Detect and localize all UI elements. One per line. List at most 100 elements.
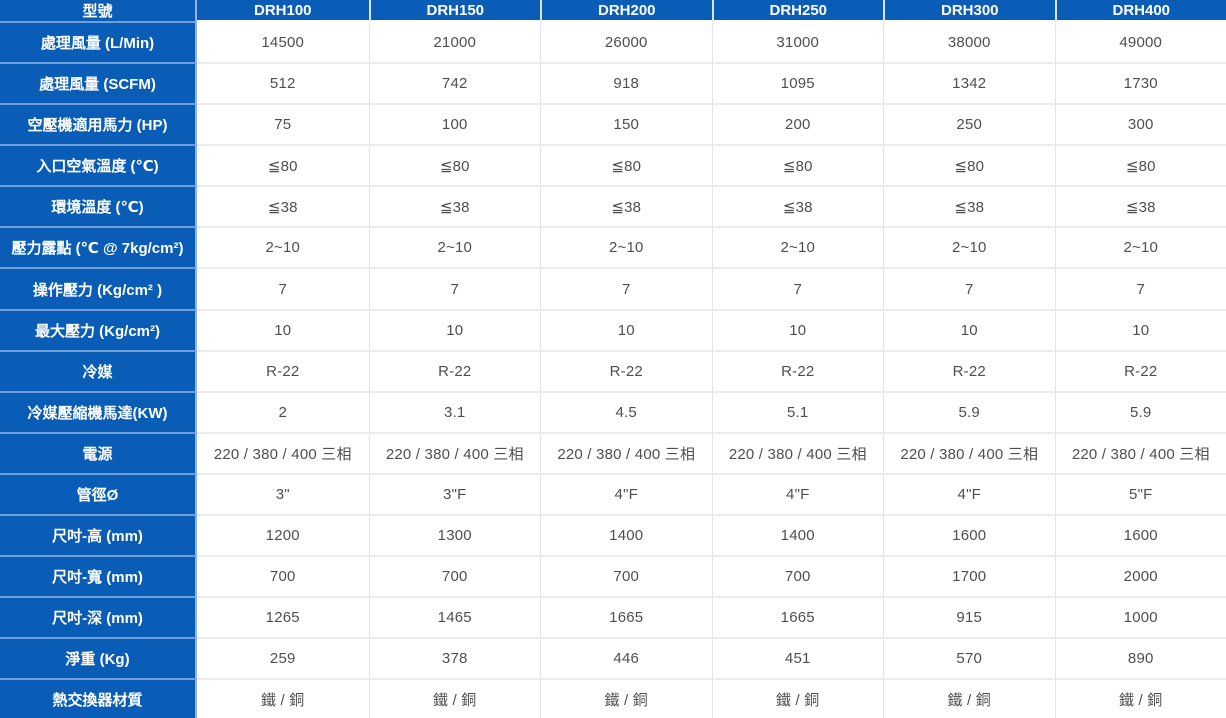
table-row: 處理風量 (SCFM) 512 742 918 1095 1342 1730 [0,64,1226,106]
header-row: 型號 DRH100 DRH150 DRH200 DRH250 DRH300 DRH400 [0,0,1226,23]
value-cell: 915 [883,598,1055,640]
table-row: 最大壓力 (Kg/cm²) 10 10 10 10 10 10 [0,310,1226,352]
row-label: 處理風量 (SCFM) [0,64,197,106]
value-cell: ≦38 [883,187,1055,229]
value-cell: 2~10 [1054,228,1226,270]
value-cell: 26000 [540,23,712,65]
value-cell: 1665 [540,598,712,640]
value-cell: 14500 [197,23,369,65]
value-cell: 451 [711,639,883,681]
row-label: 尺吋-寬 (mm) [0,557,197,599]
value-cell: 10 [197,310,369,352]
value-cell: 742 [368,64,540,106]
value-cell: 10 [368,310,540,352]
value-cell: 1265 [197,598,369,640]
value-cell: 700 [197,557,369,599]
value-cell: 10 [883,310,1055,352]
table-body: 處理風量 (L/Min) 14500 21000 26000 31000 38000 490… [0,23,1226,718]
value-cell: 2~10 [540,228,712,270]
value-cell: 700 [368,557,540,599]
value-cell: 2~10 [711,228,883,270]
value-cell: 150 [540,105,712,147]
value-cell: 220 / 380 / 400 三相 [368,433,540,475]
value-cell: 1342 [883,64,1055,106]
table-row: 電源 220 / 380 / 400 三相 220 / 380 / 400 三相 22… [0,433,1226,475]
row-label: 冷媒壓縮機馬達(KW) [0,392,197,434]
value-cell: 1730 [1054,64,1226,106]
model-header-drh200: DRH200 [540,0,712,23]
value-cell: R-22 [1054,351,1226,393]
row-label: 管徑Ø [0,474,197,516]
value-cell: ≦38 [197,187,369,229]
value-cell: R-22 [197,351,369,393]
value-cell: 2~10 [883,228,1055,270]
value-cell: 220 / 380 / 400 三相 [197,433,369,475]
model-header-drh100: DRH100 [197,0,369,23]
row-label: 操作壓力 (Kg/cm² ) [0,269,197,311]
value-cell: ≦80 [883,146,1055,188]
row-label: 入口空氣溫度 (℃) [0,146,197,188]
value-cell: 1095 [711,64,883,106]
value-cell: 570 [883,639,1055,681]
value-cell: 100 [368,105,540,147]
value-cell: ≦80 [1054,146,1226,188]
table-row: 管徑Ø 3" 3"F 4"F 4"F 4"F 5"F [0,474,1226,516]
row-label: 冷媒 [0,351,197,393]
value-cell: 鐵 / 銅 [540,680,712,718]
table-row: 壓力露點 (℃ @ 7kg/cm²) 2~10 2~10 2~10 2~10 2~10 2~… [0,228,1226,270]
table-row: 熱交換器材質鐵 / 銅鐵 / 銅鐵 / 銅鐵 / 銅鐵 / 銅鐵 / 銅 [0,680,1226,718]
row-label: 熱交換器材質 [0,680,197,718]
value-cell: 2~10 [197,228,369,270]
value-cell: 3.1 [368,392,540,434]
value-cell: 31000 [711,23,883,65]
value-cell: 1200 [197,515,369,558]
table-row: 處理風量 (L/Min) 14500 21000 26000 31000 38000 490… [0,23,1226,65]
value-cell: 200 [711,105,883,147]
value-cell: 7 [540,269,712,311]
value-cell: 10 [711,310,883,352]
value-cell: 220 / 380 / 400 三相 [540,433,712,475]
table-row: 冷媒 R-22 R-22 R-22 R-22 R-22 R-22 [0,351,1226,393]
value-cell: 2 [197,392,369,434]
value-cell: R-22 [368,351,540,393]
value-cell: 378 [368,639,540,681]
value-cell: 7 [1054,269,1226,311]
value-cell: 7 [711,269,883,311]
value-cell: 3" [197,474,369,516]
row-label: 淨重 (Kg) [0,639,197,681]
table-row: 冷媒壓縮機馬達(KW) 2 3.1 4.5 5.1 5.9 5.9 [0,392,1226,434]
value-cell: 220 / 380 / 400 三相 [1054,433,1226,475]
value-cell: 10 [540,310,712,352]
value-cell: 鐵 / 銅 [711,680,883,718]
table-row: 淨重 (Kg) 259 378 446 451 570 890 [0,639,1226,681]
row-label: 處理風量 (L/Min) [0,23,197,65]
value-cell: 1465 [368,598,540,640]
row-label: 電源 [0,433,197,475]
value-cell: ≦38 [1054,187,1226,229]
value-cell: 38000 [883,23,1055,65]
value-cell: R-22 [711,351,883,393]
value-cell: 1400 [540,515,712,558]
value-cell: 5.9 [1054,392,1226,434]
table-row: 尺吋-寬 (mm) 700 700 700 700 1700 2000 [0,557,1226,599]
value-cell: 700 [711,557,883,599]
row-label: 空壓機適用馬力 (HP) [0,105,197,147]
value-cell: 7 [197,269,369,311]
row-label: 環境溫度 (℃) [0,187,197,229]
value-cell: 10 [1054,310,1226,352]
value-cell: 鐵 / 銅 [883,680,1055,718]
value-cell: ≦38 [540,187,712,229]
value-cell: 300 [1054,105,1226,147]
value-cell: 5.9 [883,392,1055,434]
value-cell: 512 [197,64,369,106]
value-cell: 1300 [368,515,540,558]
table-row: 入口空氣溫度 (℃) ≦80 ≦80 ≦80 ≦80 ≦80 ≦80 [0,146,1226,188]
value-cell: 5"F [1054,474,1226,516]
value-cell: R-22 [540,351,712,393]
value-cell: 7 [883,269,1055,311]
value-cell: 2000 [1054,557,1226,599]
value-cell: 1000 [1054,598,1226,640]
value-cell: 220 / 380 / 400 三相 [883,433,1055,475]
